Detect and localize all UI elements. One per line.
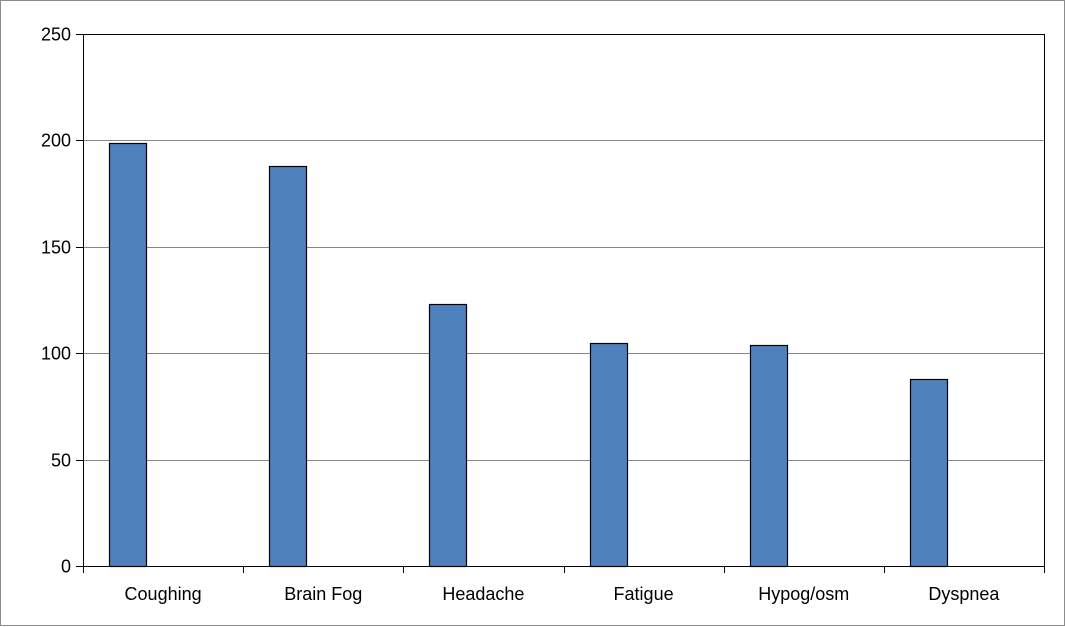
bar-hypog-osm [749,344,789,568]
y-tick-label: 50 [51,451,71,471]
gridlines [83,34,1044,461]
bar-headache [428,303,468,568]
bar-coughing [108,142,148,568]
bar-fatigue [589,342,629,568]
axes [76,34,1045,573]
y-tick-label: 200 [41,131,71,151]
x-tick-label: Dyspnea [928,584,1000,604]
x-tick-label: Headache [442,584,524,604]
y-tick-label: 250 [41,25,71,45]
y-tick-label: 100 [41,344,71,364]
x-tick-label: Hypog/osm [758,584,849,604]
x-tick-label: Brain Fog [284,584,362,604]
bar-dyspnea [909,378,949,568]
bars [108,142,949,568]
y-tick-label: 150 [41,238,71,258]
y-tick-label: 0 [61,557,71,577]
x-tick-labels: Coughing Brain Fog Headache Fatigue Hypog/os… [125,584,1001,604]
x-tick-label: Coughing [125,584,202,604]
y-tick-labels: 0 50 100 150 200 250 [41,25,71,577]
x-tick-label: Fatigue [614,584,674,604]
bar-brain-fog [268,165,308,568]
plot-area-border [83,34,1045,567]
